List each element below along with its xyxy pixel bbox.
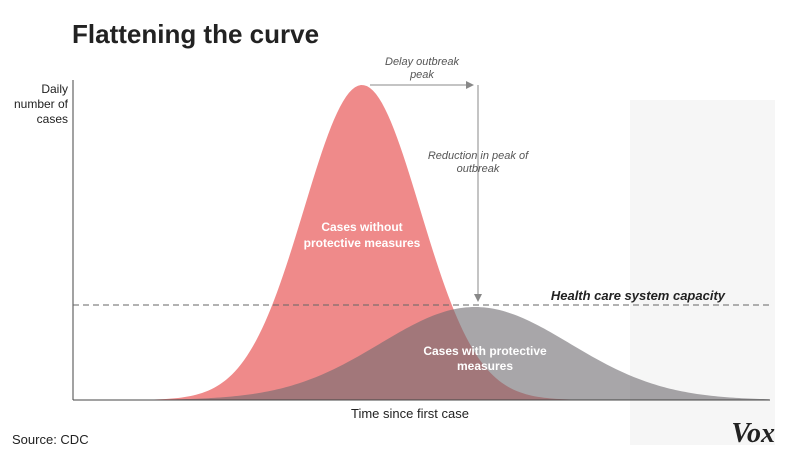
chart-title: Flattening the curve bbox=[72, 19, 319, 49]
source: Source: CDC bbox=[12, 432, 89, 447]
y-axis-label: Daily number of cases bbox=[14, 82, 69, 126]
with-label: Cases with protective measures bbox=[423, 344, 547, 373]
logo: Vox bbox=[731, 418, 775, 449]
without-label: Cases without protective measures bbox=[304, 220, 421, 250]
x-axis-label: Time since first case bbox=[351, 406, 469, 421]
delay-label: Delay outbreak peak bbox=[385, 56, 459, 81]
curve-without-measures bbox=[73, 85, 770, 401]
reduction-label: Reduction in peak of outbreak bbox=[428, 150, 529, 175]
capacity-label: Health care system capacity bbox=[551, 288, 726, 303]
curve-with-measures bbox=[73, 307, 770, 400]
